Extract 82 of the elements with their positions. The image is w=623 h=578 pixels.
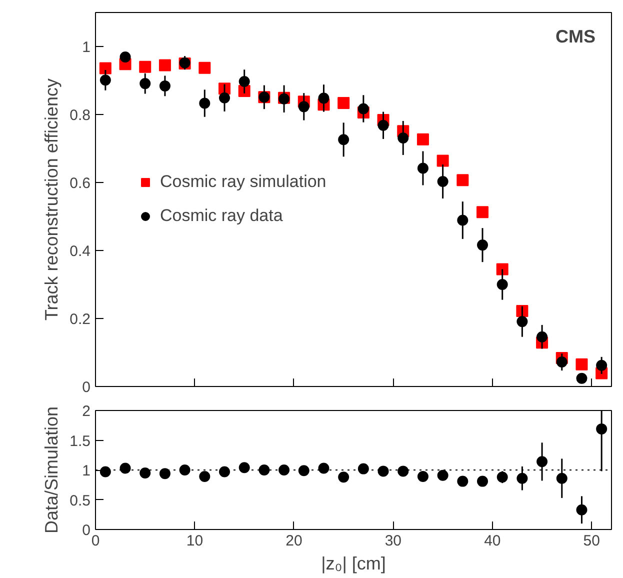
point: [159, 468, 170, 480]
point: [457, 476, 468, 487]
point: [556, 356, 568, 368]
point: [238, 462, 250, 474]
legend-label: Cosmic ray simulation: [160, 172, 326, 192]
point: [516, 472, 528, 484]
y-tick-label: 0.6: [70, 175, 91, 192]
y-tick-label: 0.2: [70, 311, 91, 328]
point: [179, 464, 190, 476]
point: [120, 462, 131, 474]
point: [140, 467, 151, 478]
point: [258, 464, 270, 476]
point: [477, 476, 488, 487]
y-tick-label: 1: [82, 462, 90, 480]
x-tick-label: 40: [484, 532, 501, 550]
point: [496, 263, 508, 276]
point: [576, 358, 588, 370]
point: [199, 98, 210, 109]
point: [536, 331, 548, 342]
x-tick-label: 20: [286, 532, 302, 550]
point: [576, 504, 588, 516]
point: [456, 174, 469, 186]
point: [417, 471, 428, 482]
point: [437, 470, 448, 481]
annotation: CMS: [556, 26, 596, 46]
point: [100, 466, 111, 478]
y-tick-label: 1.5: [70, 432, 91, 450]
point: [536, 456, 548, 468]
point: [496, 472, 508, 483]
point: [219, 92, 230, 104]
point: [338, 96, 350, 109]
point: [398, 132, 409, 144]
y-tick-label: 0: [82, 522, 90, 539]
point: [596, 423, 608, 434]
x-tick-label: 50: [583, 532, 600, 550]
point: [198, 62, 211, 74]
point: [378, 120, 389, 131]
y-tick-label: 0.4: [70, 243, 91, 260]
point: [436, 154, 449, 167]
legend-label: Cosmic ray data: [160, 206, 283, 226]
point: [99, 62, 112, 74]
point: [417, 162, 428, 174]
point: [238, 76, 250, 88]
point: [338, 134, 350, 146]
point: [556, 472, 568, 484]
point: [140, 78, 151, 90]
point: [120, 52, 131, 63]
point: [358, 103, 369, 114]
x-tick-label: 10: [186, 532, 204, 550]
point: [278, 464, 290, 476]
y-tick-label: 2: [82, 403, 90, 420]
point: [318, 462, 330, 474]
point: [476, 206, 488, 218]
point: [199, 471, 210, 482]
point: [516, 316, 528, 328]
point: [378, 466, 389, 477]
y-tick-label: 1: [82, 39, 90, 56]
x-tick-label: 30: [384, 532, 402, 550]
x-axis-title: |z₀| [cm]: [321, 554, 386, 574]
point: [318, 92, 330, 104]
point: [298, 101, 310, 112]
point: [477, 240, 488, 251]
point: [596, 360, 608, 371]
point: [139, 60, 152, 73]
point: [437, 176, 448, 187]
point: [158, 59, 171, 72]
y-tick-label: 0.5: [70, 492, 91, 510]
y-tick-label: 0.8: [70, 107, 91, 124]
point: [496, 279, 508, 290]
point: [298, 465, 310, 476]
point: [219, 466, 230, 478]
point: [338, 472, 350, 483]
point: [576, 372, 588, 384]
point: [398, 466, 409, 477]
point: [159, 80, 170, 92]
point: [358, 463, 369, 474]
point: [457, 214, 468, 226]
y-tick-label: 0: [82, 379, 90, 396]
point: [100, 74, 111, 86]
point: [416, 133, 429, 146]
y-axis-title: Track reconstruction efficiency: [42, 78, 62, 321]
y-axis-title: Data/Simulation: [42, 406, 62, 534]
